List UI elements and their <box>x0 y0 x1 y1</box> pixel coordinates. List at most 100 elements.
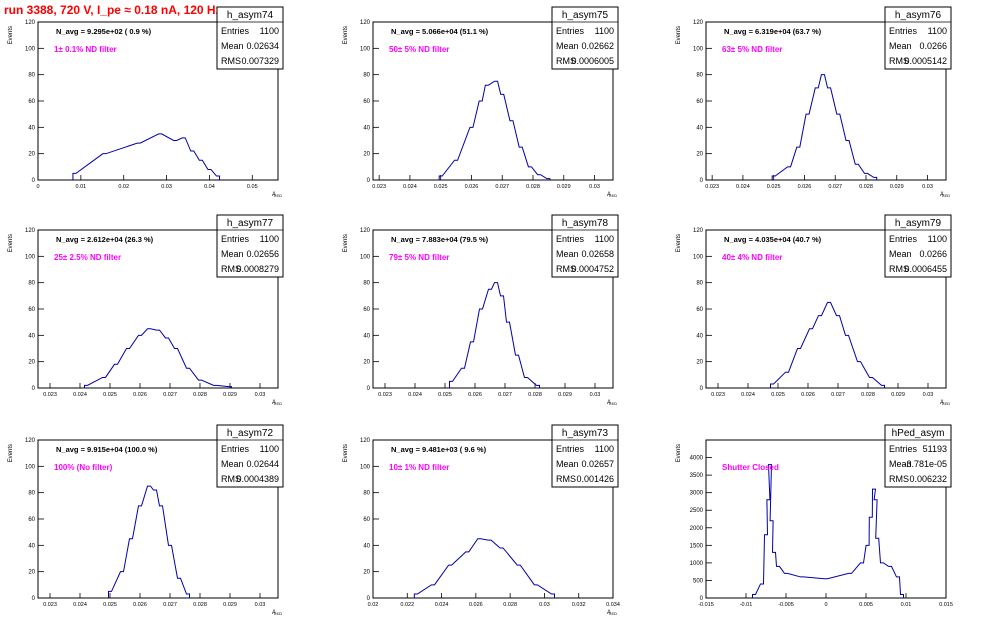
histogram-panel-hped-asym: Events 0 500 1000 1500 2000 2500 3000 3500 4000 -0… <box>676 424 953 608</box>
x-tick-label: 0.015 <box>939 602 953 608</box>
histogram-bin <box>148 486 151 598</box>
histogram-panel-h-asym76: Events 0 20 40 60 80 100 120 0.023 0.024 0.025 0.02… <box>676 6 952 198</box>
y-tick-label: 20 <box>28 152 35 158</box>
x-tick-label: 0.03 <box>589 184 600 190</box>
y-tick-label: 1500 <box>690 543 704 549</box>
stats-label: Mean <box>556 41 579 51</box>
y-tick-label: 40 <box>28 333 35 339</box>
x-tick-label: 0.03 <box>539 602 550 608</box>
x-tick-label: 0.025 <box>103 602 117 608</box>
x-tick-label: 0.02 <box>118 184 129 190</box>
y-tick-label: 120 <box>360 20 371 26</box>
x-tick-label: 0.05 <box>247 184 258 190</box>
histogram-line <box>770 301 885 388</box>
stats-value: 1100 <box>595 444 614 454</box>
stats-box <box>884 6 952 70</box>
y-tick-label: 20 <box>28 360 35 366</box>
x-axis-label-subscript: LED <box>609 401 617 406</box>
histogram-bin <box>815 88 818 180</box>
histogram-bin <box>517 565 520 598</box>
y-tick-label: 0 <box>367 178 371 184</box>
histogram-panel-h-asym73: Events 0 20 40 60 80 100 120 0.02 0.022 0.024 0.026… <box>343 424 620 616</box>
stats-label: Mean <box>221 249 244 259</box>
histogram-bin <box>797 147 800 180</box>
y-tick-label: 2000 <box>690 526 704 532</box>
x-axis-label-subscript: LED <box>274 401 282 406</box>
x-tick-label: 0.024 <box>736 184 750 190</box>
y-tick-label: 80 <box>363 281 370 287</box>
x-tick-label: 0.026 <box>798 184 812 190</box>
x-tick-label: 0.026 <box>469 602 483 608</box>
y-tick-label: 20 <box>28 570 35 576</box>
y-tick-label: 0 <box>700 178 704 184</box>
x-tick-label: 0.03 <box>255 392 266 398</box>
histogram-bin <box>525 377 528 388</box>
histogram-bin <box>127 349 130 389</box>
x-axis-label: A <box>940 400 944 406</box>
histogram-bin <box>534 585 537 598</box>
x-tick-label: 0.028 <box>528 392 542 398</box>
x-axis-label-subscript: LED <box>942 401 950 406</box>
stats-label: Entries <box>889 234 918 244</box>
histogram-bin <box>837 316 840 388</box>
stats-label: Entries <box>221 444 250 454</box>
stats-box <box>216 214 284 278</box>
stats-label: Mean <box>221 41 244 51</box>
histogram-bin <box>471 342 474 388</box>
histogram-bin <box>166 338 169 388</box>
y-tick-label: 0 <box>700 596 704 602</box>
x-tick-label: 0.025 <box>434 184 448 190</box>
x-axis-label-subscript: LED <box>609 193 617 198</box>
histogram-bin <box>881 563 884 598</box>
x-tick-label: 0.027 <box>495 184 509 190</box>
stats-value: 0.0005142 <box>904 56 947 66</box>
x-tick-label: 0.03 <box>161 184 172 190</box>
x-tick-label: 0.032 <box>572 602 586 608</box>
histogram-line <box>108 485 190 598</box>
filter-annotation: 63± 5% ND filter <box>722 45 782 54</box>
stats-label: RMS <box>889 264 909 274</box>
stats-box <box>551 214 619 278</box>
stats-value: 51193 <box>923 444 947 454</box>
histogram-bin <box>519 147 522 180</box>
x-tick-label: 0.025 <box>103 392 117 398</box>
x-axis-label: A <box>607 192 611 198</box>
stats-value: 1100 <box>928 234 947 244</box>
x-tick-label: 0.027 <box>163 602 177 608</box>
histogram-line <box>449 282 540 388</box>
stats-value: 0.006232 <box>909 474 947 484</box>
histogram-name: h_asym72 <box>227 428 274 439</box>
y-axis-label: Events <box>343 444 349 462</box>
navg-label: N_avg = 7.883e+04 (79.5 %) <box>391 235 489 244</box>
x-axis-label-subscript: LED <box>274 611 282 616</box>
histogram-bin <box>178 578 181 598</box>
y-tick-label: 60 <box>363 307 370 313</box>
histogram-name: h_asym73 <box>562 428 609 439</box>
y-tick-label: 0 <box>32 386 36 392</box>
y-tick-label: 100 <box>25 254 36 260</box>
histogram-bin <box>169 545 172 598</box>
x-tick-label: 0.028 <box>193 602 207 608</box>
stats-value: 0.0266 <box>919 41 947 51</box>
navg-label: N_avg = 2.612e+04 (26.3 %) <box>56 235 154 244</box>
stats-label: RMS <box>221 474 241 484</box>
stats-label: Entries <box>221 26 250 36</box>
histogram-bin <box>821 75 824 180</box>
y-tick-label: 120 <box>360 228 371 234</box>
histogram-line <box>413 538 555 598</box>
y-tick-label: 0 <box>32 596 36 602</box>
stats-box <box>884 424 952 488</box>
x-tick-label: 0.025 <box>771 392 785 398</box>
histogram-bin <box>182 138 185 180</box>
histogram-bin <box>160 506 163 598</box>
y-tick-label: 40 <box>363 333 370 339</box>
x-tick-label: 0.034 <box>606 602 620 608</box>
x-tick-label: 0.029 <box>223 392 237 398</box>
histogram-bin <box>828 88 831 180</box>
x-tick-label: 0.023 <box>43 602 57 608</box>
y-tick-label: 120 <box>693 20 704 26</box>
y-tick-label: 3500 <box>690 473 704 479</box>
histogram-bin <box>139 335 142 388</box>
y-tick-label: 100 <box>25 46 36 52</box>
histogram-name: h_asym77 <box>227 218 274 229</box>
